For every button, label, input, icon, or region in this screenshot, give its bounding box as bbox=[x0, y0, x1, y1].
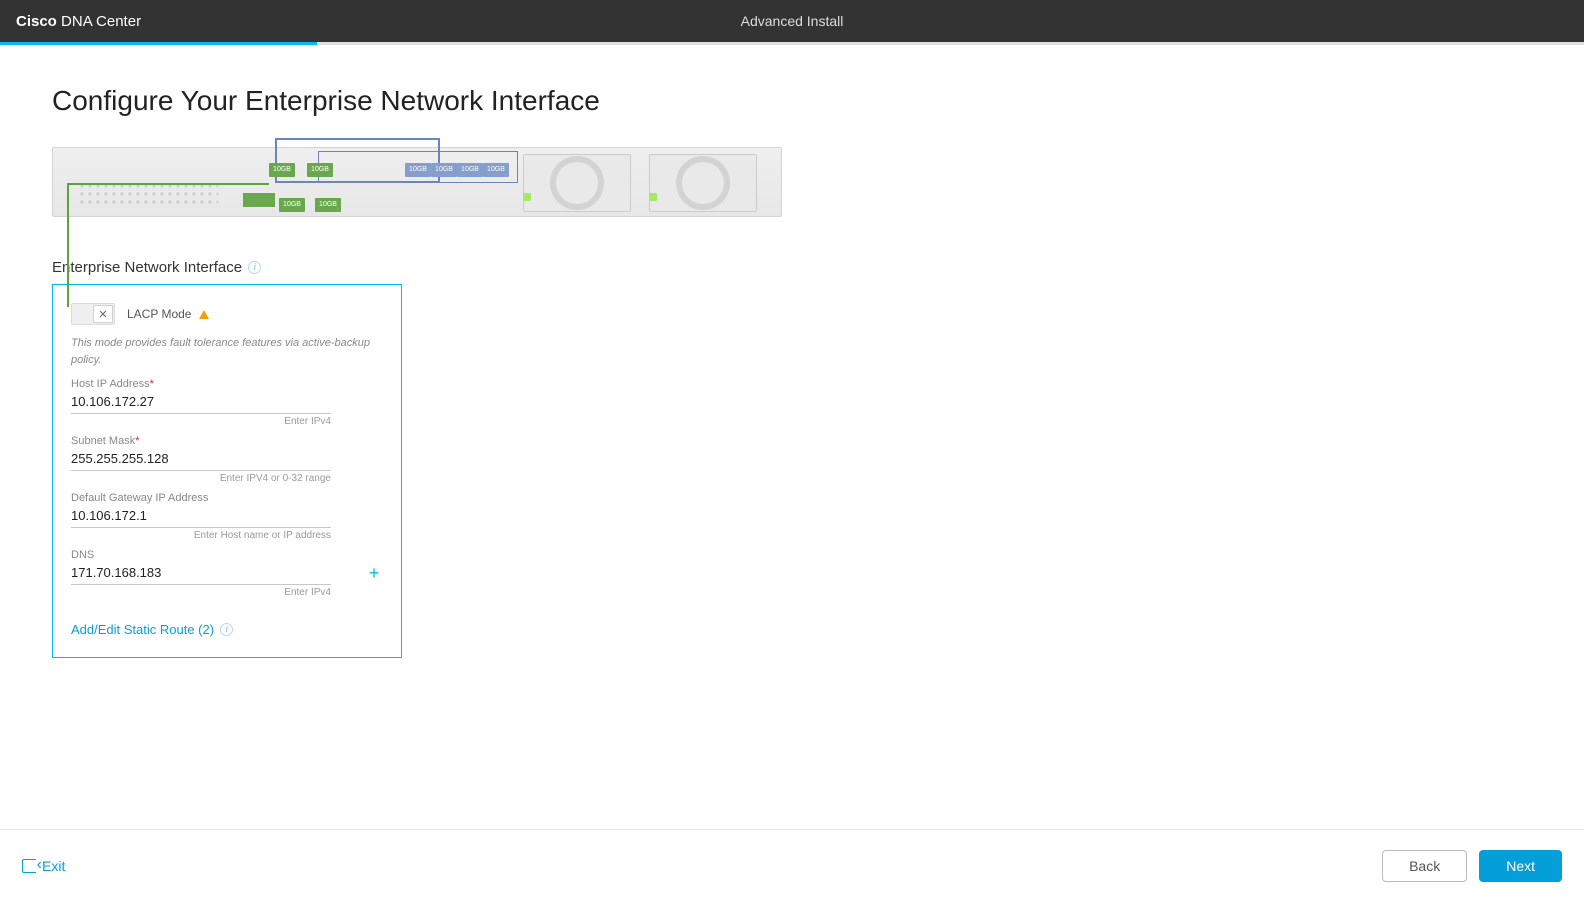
lacp-toggle[interactable]: ✕ bbox=[71, 303, 115, 325]
subnet-input[interactable] bbox=[71, 447, 331, 471]
field-label-dns: DNS bbox=[71, 549, 383, 561]
header-title: Advanced Install bbox=[741, 13, 844, 29]
field-label-subnet: Subnet Mask* bbox=[71, 435, 383, 447]
warning-icon bbox=[199, 310, 209, 319]
section-label: Enterprise Network Interface i bbox=[52, 259, 1532, 276]
host-ip-hint: Enter IPv4 bbox=[71, 416, 331, 427]
next-button[interactable]: Next bbox=[1479, 850, 1562, 882]
port-blue-3: 10GB bbox=[457, 163, 483, 177]
static-route-link[interactable]: Add/Edit Static Route (2) bbox=[71, 622, 214, 637]
static-route-row: Add/Edit Static Route (2) i bbox=[71, 622, 383, 637]
close-icon: ✕ bbox=[93, 305, 113, 323]
port-sq-1 bbox=[243, 193, 259, 207]
footer: Exit Back Next bbox=[0, 829, 1584, 901]
lacp-label-text: LACP Mode bbox=[127, 307, 191, 321]
dns-input[interactable] bbox=[71, 561, 331, 585]
info-icon[interactable]: i bbox=[220, 623, 233, 636]
host-ip-input[interactable] bbox=[71, 390, 331, 414]
port-green-4: 10GB bbox=[315, 198, 341, 212]
exit-button[interactable]: Exit bbox=[22, 858, 65, 874]
connector-line-v bbox=[67, 183, 69, 307]
port-green-1: 10GB bbox=[269, 163, 295, 177]
back-button[interactable]: Back bbox=[1382, 850, 1467, 882]
label-text: Subnet Mask bbox=[71, 435, 135, 447]
card-description: This mode provides fault tolerance featu… bbox=[71, 335, 383, 368]
page-title: Configure Your Enterprise Network Interf… bbox=[52, 85, 1532, 117]
field-dns: DNS + Enter IPv4 bbox=[71, 549, 383, 598]
appliance-graphic: 10GB 10GB 10GB 10GB 10GB 10GB 10GB 10GB bbox=[52, 147, 782, 217]
lacp-label: LACP Mode bbox=[127, 307, 209, 321]
field-host-ip: Host IP Address* Enter IPv4 bbox=[71, 378, 383, 427]
dns-input-row: + bbox=[71, 561, 383, 585]
accent-2 bbox=[649, 193, 657, 201]
port-blue-2: 10GB bbox=[431, 163, 457, 177]
fan-module-1 bbox=[523, 154, 631, 212]
appliance-chassis: 10GB 10GB 10GB 10GB 10GB 10GB 10GB 10GB bbox=[52, 147, 782, 217]
exit-label: Exit bbox=[42, 858, 65, 874]
accent-1 bbox=[523, 193, 531, 201]
gateway-input[interactable] bbox=[71, 504, 331, 528]
dns-hint: Enter IPv4 bbox=[71, 587, 331, 598]
brand: Cisco DNA Center bbox=[16, 13, 141, 30]
port-blue-1: 10GB bbox=[405, 163, 431, 177]
exit-icon bbox=[22, 859, 36, 873]
field-label-host-ip: Host IP Address* bbox=[71, 378, 383, 390]
brand-bold: Cisco bbox=[16, 13, 57, 30]
gateway-hint: Enter Host name or IP address bbox=[71, 530, 331, 541]
port-blue-4: 10GB bbox=[483, 163, 509, 177]
section-label-text: Enterprise Network Interface bbox=[52, 259, 242, 276]
vent-pattern bbox=[78, 182, 218, 208]
fan-module-2 bbox=[649, 154, 757, 212]
info-icon[interactable]: i bbox=[248, 261, 261, 274]
field-subnet: Subnet Mask* Enter IPV4 or 0-32 range bbox=[71, 435, 383, 484]
interface-card: ✕ LACP Mode This mode provides fault tol… bbox=[52, 284, 402, 658]
field-gateway: Default Gateway IP Address Enter Host na… bbox=[71, 492, 383, 541]
port-green-3: 10GB bbox=[279, 198, 305, 212]
required-mark: * bbox=[135, 435, 139, 447]
required-mark: * bbox=[150, 378, 154, 390]
lacp-toggle-row: ✕ LACP Mode bbox=[71, 303, 383, 325]
brand-rest: DNA Center bbox=[57, 13, 141, 30]
port-green-2: 10GB bbox=[307, 163, 333, 177]
add-dns-button[interactable]: + bbox=[365, 564, 383, 582]
content: Configure Your Enterprise Network Interf… bbox=[0, 45, 1584, 658]
subnet-hint: Enter IPV4 or 0-32 range bbox=[71, 473, 331, 484]
app-header: Cisco DNA Center Advanced Install bbox=[0, 0, 1584, 42]
port-sq-2 bbox=[259, 193, 275, 207]
field-label-gateway: Default Gateway IP Address bbox=[71, 492, 383, 504]
label-text: Host IP Address bbox=[71, 378, 150, 390]
connector-line-h bbox=[67, 183, 269, 185]
